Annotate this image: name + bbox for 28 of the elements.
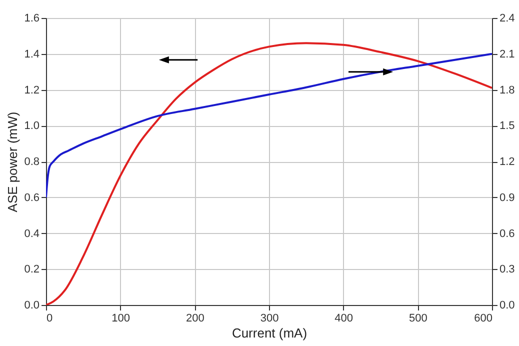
y-tick-label: 0.0 [24,300,40,312]
y-axis-title: ASE power (mW) [5,112,20,212]
y-tick-label: 1.4 [24,48,40,60]
y-tick-label: 0.2 [24,264,40,276]
x-tick-label: 100 [112,312,130,324]
y2-tick-label: 1.5 [500,120,515,132]
y2-tick-label: 2.1 [500,48,515,60]
x-tick-label: 400 [334,312,354,324]
y-tick-label: 0.8 [24,156,40,168]
y-tick-label: 1.2 [24,84,40,96]
y-tick-label: 0.6 [24,192,40,204]
y2-tick-label: 1.8 [500,84,515,96]
x-tick-label: 200 [186,312,204,324]
line-series [46,52,492,198]
x-tick-label: 600 [474,312,492,324]
y2-tick-label: 2.4 [500,12,515,24]
y-tick-label: 0.4 [24,228,40,240]
x-tick-label: 0 [46,312,53,324]
y2-tick-label: 0.0 [500,300,515,312]
x-axis-title: Current (mA) [232,326,308,340]
y2-tick-label: 0.9 [500,192,515,204]
y2-tick-label: 0.6 [500,228,515,240]
x-tick-label: 500 [408,312,428,324]
y2-tick-label: 1.2 [500,156,515,168]
x-tick-label: 300 [260,312,279,324]
y2-tick-label: 0.3 [500,264,515,276]
y-tick-label: 1.6 [24,12,40,24]
y-tick-label: 1.0 [24,120,40,132]
